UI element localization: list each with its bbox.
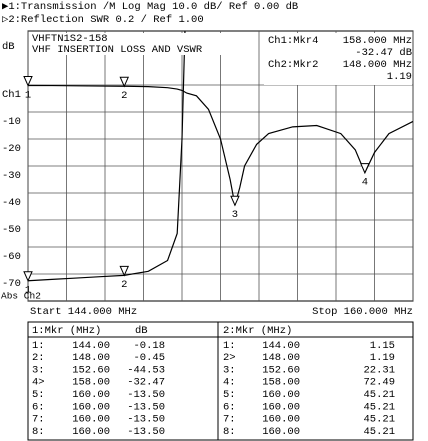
marker	[23, 271, 33, 282]
trace	[28, 31, 186, 282]
table-cell: 160.00	[72, 414, 110, 426]
table-cell: -32.47	[127, 377, 165, 389]
table-cell: 8:	[223, 426, 236, 438]
marker-label: 4	[362, 176, 368, 188]
marker	[360, 163, 370, 174]
table-cell: 22.31	[363, 364, 395, 376]
table-cell: 160.00	[262, 414, 300, 426]
table-cell: -44.53	[127, 364, 165, 376]
table-cell: 160.00	[72, 426, 110, 438]
annotation: VHF INSERTION LOSS AND VSWR	[32, 44, 203, 56]
y-tick-label: -70	[2, 278, 21, 290]
table-cell: -13.50	[127, 414, 165, 426]
annotation: 158.000 MHz	[343, 35, 412, 47]
table-cell: 45.21	[363, 426, 395, 438]
table-cell: 148.00	[262, 352, 300, 364]
y-tick-label: -30	[2, 170, 21, 182]
header-line: ▷2:Reflection SWR 0.2 / Ref 1.00	[2, 14, 204, 26]
table-cell: 152.60	[72, 364, 110, 376]
table-cell: -0.18	[133, 340, 165, 352]
table-cell: 152.60	[262, 364, 300, 376]
table-cell: 6:	[223, 401, 236, 413]
marker-label: 1	[25, 285, 31, 297]
annotation: VHFTN1S2-158	[32, 33, 108, 45]
table-cell: 158.00	[262, 377, 300, 389]
annotation: Ch2:Mkr2	[268, 59, 318, 71]
table-cell: 3:	[32, 364, 45, 376]
marker	[23, 75, 33, 87]
y-axis-label: dB	[2, 41, 15, 53]
table-cell: 5:	[32, 389, 45, 401]
table-cell: 45.21	[363, 401, 395, 413]
table-cell: 4>	[32, 377, 45, 389]
header-line: ▶1:Transmission /M Log Mag 10.0 dB/ Ref …	[2, 1, 298, 13]
table-cell: 4:	[223, 377, 236, 389]
stop-label: Stop 160.000 MHz	[312, 306, 413, 318]
y-tick-label: -20	[2, 143, 21, 155]
y-tick-label: -60	[2, 251, 21, 263]
table-cell: -13.50	[127, 401, 165, 413]
marker-label: 3	[232, 209, 238, 221]
trace	[28, 84, 413, 206]
table-cell: 144.00	[262, 340, 300, 352]
table-cell: 144.00	[72, 340, 110, 352]
table-cell: 160.00	[72, 389, 110, 401]
table-cell: 148.00	[72, 352, 110, 364]
marker	[230, 195, 240, 207]
table-cell: 6:	[32, 401, 45, 413]
y2-axis-label: Abs Ch2	[1, 291, 41, 302]
table-cell: 160.00	[262, 401, 300, 413]
start-label: Start 144.000 MHz	[30, 306, 137, 318]
y-tick-label: -50	[2, 224, 21, 236]
table-cell: 160.00	[262, 426, 300, 438]
table-cell: 160.00	[72, 401, 110, 413]
annotation: 1.19	[387, 71, 412, 83]
annotation-box	[30, 33, 226, 55]
table-cell: 5:	[223, 389, 236, 401]
marker-label: 2	[121, 90, 127, 102]
y-tick-label: Ch1	[2, 89, 21, 101]
y-tick-label: -10	[2, 116, 21, 128]
y-tick-label: -40	[2, 197, 21, 209]
marker-label: 2	[121, 279, 127, 291]
table-cell: 7:	[223, 414, 236, 426]
table-cell: -13.50	[127, 389, 165, 401]
table-cell: 158.00	[72, 377, 110, 389]
table-cell: 2:	[32, 352, 45, 364]
table-header: 1:Mkr (MHz)	[32, 325, 101, 337]
table-cell: 45.21	[363, 389, 395, 401]
table-cell: -13.50	[127, 426, 165, 438]
table-cell: 2>	[223, 352, 236, 364]
table-cell: 1:	[223, 340, 236, 352]
marker	[119, 76, 130, 88]
table-cell: 45.21	[363, 414, 395, 426]
annotation-box	[264, 33, 412, 85]
table-cell: 72.49	[363, 377, 395, 389]
table-cell: 160.00	[262, 389, 300, 401]
table-cell: 3:	[223, 364, 236, 376]
annotation: -32.47 dB	[355, 47, 412, 59]
table-cell: 1:	[32, 340, 45, 352]
table-cell: 7:	[32, 414, 45, 426]
annotation: 148.000 MHz	[343, 59, 412, 71]
table-cell: 1.15	[370, 340, 395, 352]
table-header: 2:Mkr (MHz)	[223, 325, 292, 337]
annotation: Ch1:Mkr4	[268, 35, 318, 47]
marker-label: 1	[25, 89, 31, 101]
table-cell: 1.19	[370, 352, 395, 364]
table-header: dB	[135, 325, 148, 337]
marker-table-frame	[27, 321, 414, 441]
marker	[119, 265, 130, 277]
table-cell: 8:	[32, 426, 45, 438]
table-cell: -0.45	[133, 352, 165, 364]
